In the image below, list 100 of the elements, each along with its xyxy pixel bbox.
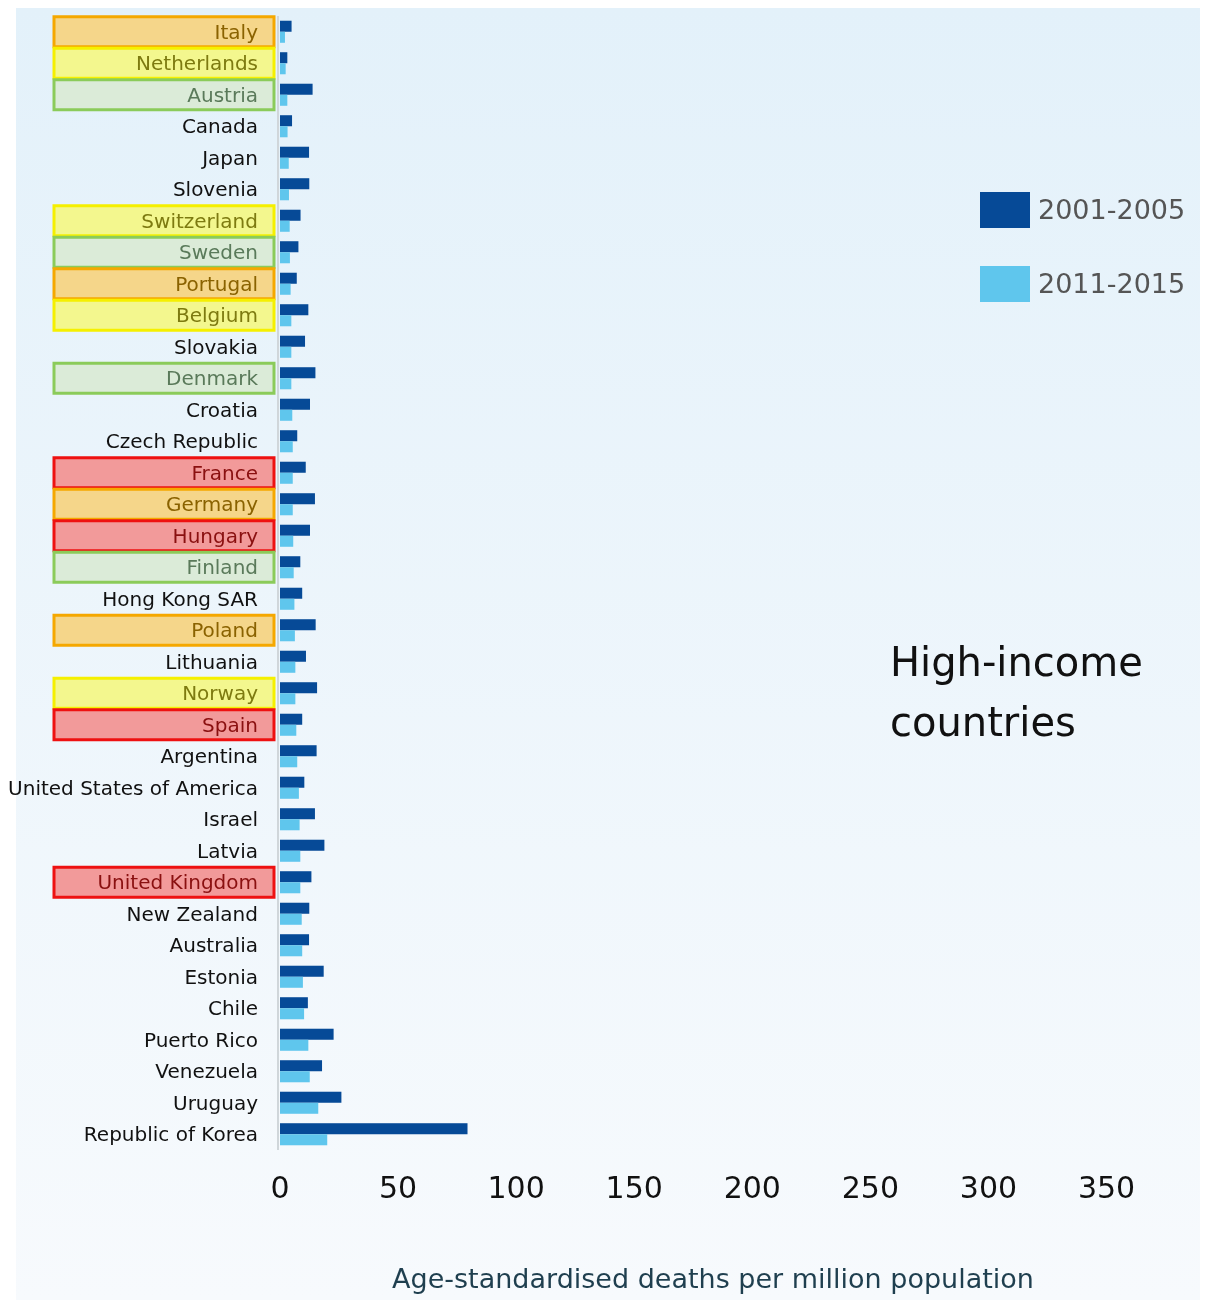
y-tick-label: Estonia [184, 964, 258, 989]
y-tick-label: Puerto Rico [143, 1027, 258, 1052]
annotation: High-income countries [890, 639, 1143, 745]
bar [280, 335, 306, 347]
bar [280, 472, 293, 484]
bar [280, 871, 312, 883]
bar [280, 441, 293, 453]
y-tick-label: Poland [191, 618, 258, 643]
bar [280, 283, 291, 295]
bar [280, 965, 324, 977]
x-tick-label: 0 [270, 1170, 290, 1205]
x-tick-label: 50 [378, 1170, 418, 1205]
bar [280, 1102, 319, 1114]
bar [280, 524, 310, 536]
bar [280, 535, 294, 547]
bar [280, 220, 290, 232]
y-tick-label: Austria [187, 82, 258, 107]
bar [280, 682, 318, 694]
y-tick-label: Denmark [166, 366, 259, 391]
bar [280, 504, 293, 516]
bar [280, 902, 310, 914]
bar [280, 430, 298, 442]
x-axis-title: Age-standardised deaths per million population [392, 1263, 1034, 1294]
bar [280, 745, 317, 757]
bar [280, 693, 296, 705]
y-tick-label: Israel [203, 807, 258, 832]
bar [280, 630, 295, 642]
bar [280, 776, 305, 788]
bar [280, 378, 292, 390]
y-tick-label: Switzerland [141, 208, 258, 233]
y-tick-label: France [191, 460, 258, 485]
bar [280, 619, 316, 631]
x-tick-label: 350 [1077, 1170, 1136, 1205]
y-tick-label: Netherlands [136, 51, 258, 76]
bar [280, 556, 301, 568]
y-tick-label: Slovenia [172, 177, 258, 202]
y-tick-label: Portugal [175, 271, 258, 296]
bar [280, 63, 286, 75]
bar [280, 839, 325, 851]
y-tick-label: Canada [181, 114, 258, 139]
x-tick-label: 200 [723, 1170, 781, 1205]
bar [280, 598, 295, 610]
y-tick-label: United States of America [8, 775, 258, 800]
y-tick-label: Italy [214, 19, 259, 44]
bar [280, 272, 297, 284]
bar [280, 398, 310, 410]
y-tick-label: Spain [202, 712, 258, 737]
y-tick-label: Republic of Korea [83, 1122, 258, 1147]
y-tick-label: Germany [166, 492, 259, 517]
bar [280, 724, 297, 736]
y-tick-label: Hungary [172, 523, 259, 548]
legend-label: 2001-2005 [1038, 194, 1186, 226]
y-tick-label: Argentina [160, 744, 258, 769]
y-tick-label: Latvia [197, 838, 258, 863]
bar [280, 126, 288, 138]
y-tick-label: Japan [200, 145, 258, 170]
bar [280, 20, 292, 32]
bar [280, 1028, 334, 1040]
y-tick-label: New Zealand [126, 901, 258, 926]
bar [280, 409, 293, 421]
bar [280, 1134, 328, 1146]
y-tick-label: Croatia [186, 397, 258, 422]
bar [280, 83, 313, 95]
bar [280, 1091, 342, 1103]
bar [280, 1060, 323, 1072]
bar [280, 882, 301, 894]
bar [280, 31, 285, 43]
x-tick-label: 100 [487, 1170, 545, 1205]
bar [280, 819, 300, 831]
bar [280, 94, 288, 106]
bar [280, 997, 308, 1009]
bar [280, 461, 306, 473]
x-tick-label: 150 [605, 1170, 663, 1205]
bar [280, 756, 298, 768]
y-tick-label: Finland [186, 555, 258, 580]
bar [280, 1123, 468, 1135]
x-tick-label: 300 [959, 1170, 1018, 1205]
bar [280, 913, 302, 925]
y-tick-label: Belgium [176, 303, 258, 328]
y-tick-label: Lithuania [165, 649, 258, 674]
bar [280, 945, 303, 957]
bar [280, 850, 301, 862]
bar [280, 934, 310, 946]
bar [280, 650, 306, 662]
y-tick-label: United Kingdom [97, 870, 258, 895]
bar [280, 713, 303, 725]
y-tick-label: Sweden [178, 240, 258, 265]
bar [280, 346, 292, 358]
y-tick-label: Venezuela [155, 1059, 258, 1084]
bar [280, 52, 288, 64]
bar [280, 1039, 309, 1051]
bar [280, 315, 292, 327]
y-tick-label: Uruguay [173, 1090, 259, 1115]
y-tick-label: Slovakia [174, 334, 258, 359]
bar [280, 661, 296, 673]
bar [280, 808, 315, 820]
bar [280, 587, 303, 599]
y-tick-label: Australia [169, 933, 258, 958]
bar [280, 1071, 310, 1083]
bar [280, 304, 309, 316]
